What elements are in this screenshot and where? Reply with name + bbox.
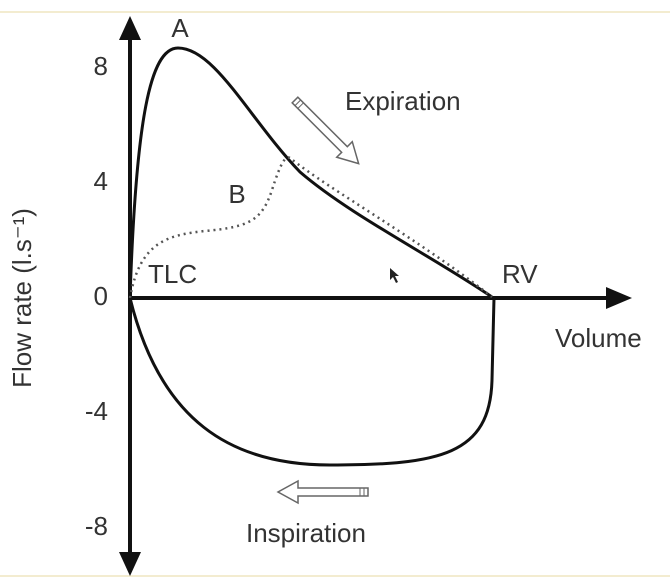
y-tick-label: 8 (94, 51, 108, 81)
x-axis-label: Volume (555, 323, 642, 353)
y-tick-label: -8 (85, 511, 108, 541)
y-tick-label: 0 (94, 281, 108, 311)
phase-label: Expiration (345, 86, 461, 116)
y-tick-label: -4 (85, 396, 108, 426)
axis-arrow (119, 16, 141, 40)
phase-label: Inspiration (246, 518, 366, 548)
y-axis-label: Flow rate (l.s⁻¹) (7, 208, 37, 388)
curve-a (128, 46, 493, 299)
inspiration-arrow (276, 479, 369, 505)
point-label: TLC (148, 259, 197, 289)
axis-arrow (119, 552, 141, 576)
expiration-arrow (291, 96, 360, 165)
curve-b (128, 156, 493, 299)
y-tick-label: 4 (94, 166, 108, 196)
inspiration-curve (128, 297, 496, 467)
axis-arrow (606, 287, 632, 309)
point-label: RV (502, 259, 538, 289)
curve-label: B (228, 179, 245, 209)
curve-label: A (171, 13, 189, 43)
cursor (390, 268, 399, 283)
